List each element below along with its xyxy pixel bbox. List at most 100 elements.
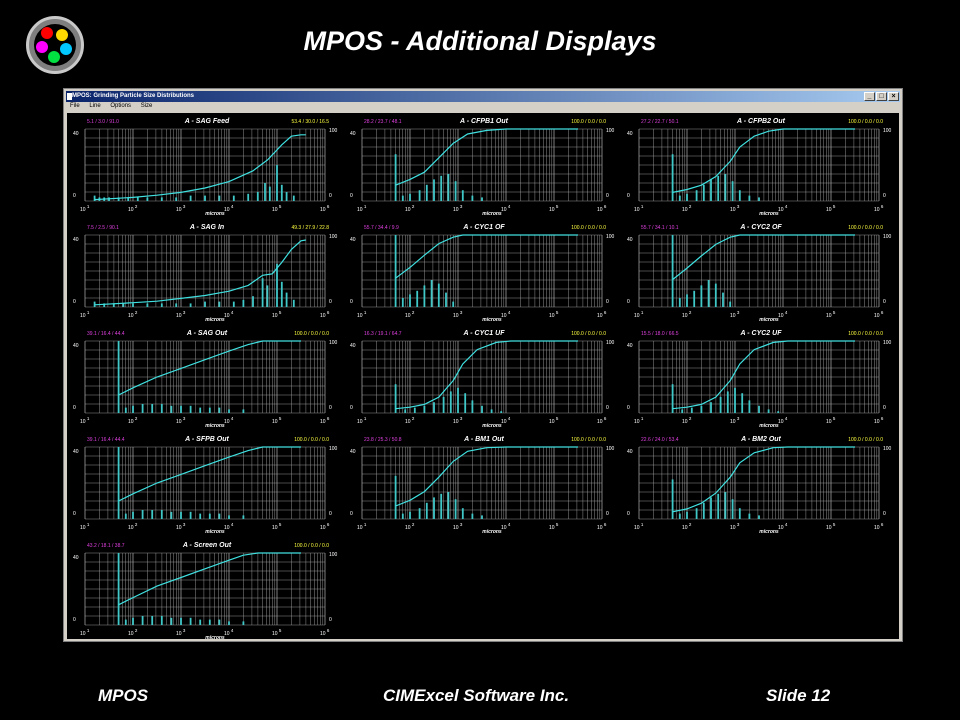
- x-tick-label: 10 2: [682, 204, 692, 213]
- cum-axis-min: 0: [883, 193, 886, 199]
- cum-axis-max: 100: [883, 446, 892, 452]
- size-bar: [141, 510, 144, 519]
- size-bar: [690, 407, 693, 413]
- size-bar: [416, 290, 419, 307]
- size-bar: [276, 263, 278, 307]
- size-bar: [681, 409, 684, 413]
- menu-options[interactable]: Options: [110, 103, 132, 109]
- x-axis-label: microns: [205, 211, 225, 217]
- size-bar: [409, 511, 411, 519]
- chart-panel: 55.7 / 34.4 / 9.9 A - CYC1 OF 100.0 / 0.0 …: [350, 224, 615, 323]
- cumulative-curve: [94, 239, 306, 306]
- size-bar: [741, 393, 744, 413]
- maximize-button[interactable]: □: [876, 92, 887, 101]
- cum-axis-min: 0: [606, 405, 609, 411]
- window-titlebar[interactable]: MPOS: Grinding Particle Size Distributio…: [66, 91, 900, 102]
- menu-file[interactable]: File: [70, 103, 80, 109]
- size-bar: [748, 513, 751, 519]
- x-tick-label: 10 5: [272, 416, 282, 425]
- size-bar: [409, 193, 411, 201]
- x-tick-label: 10 6: [874, 522, 884, 531]
- size-bar: [717, 175, 720, 201]
- size-bar: [452, 301, 455, 307]
- size-bar: [423, 405, 426, 413]
- size-bar: [394, 475, 397, 519]
- bar-axis-max: 40: [73, 131, 79, 137]
- size-bar: [695, 190, 698, 201]
- footer-left: MPOS: [98, 686, 149, 705]
- x-tick-label: 10 2: [405, 204, 415, 213]
- size-bar: [425, 184, 428, 201]
- x-tick-label: 10 6: [320, 628, 330, 637]
- minimize-button[interactable]: _: [864, 92, 875, 101]
- size-bar: [242, 409, 245, 413]
- size-bar: [702, 184, 705, 201]
- x-tick-label: 10 3: [453, 204, 463, 213]
- size-bar: [160, 303, 163, 307]
- cum-axis-min: 0: [883, 511, 886, 517]
- stats-left: 55.7 / 34.4 / 9.9: [364, 225, 399, 231]
- x-tick-label: 10 2: [128, 628, 138, 637]
- footer-center: CIMExcel Software Inc.: [383, 686, 570, 705]
- size-bar: [686, 511, 688, 519]
- cum-axis-max: 100: [606, 128, 615, 134]
- bar-axis-min: 0: [73, 405, 76, 411]
- bar-axis-max: 40: [627, 237, 633, 243]
- cumulative-curve: [395, 128, 578, 186]
- stats-right: 100.0 / 0.0 / 0.0: [571, 331, 606, 337]
- size-bar: [124, 407, 127, 413]
- size-bar: [710, 179, 712, 201]
- bar-axis-min: 0: [627, 511, 630, 517]
- x-tick-label: 10 1: [357, 416, 367, 425]
- size-bar: [731, 181, 734, 201]
- x-tick-label: 10 6: [320, 310, 330, 319]
- size-bar: [204, 301, 206, 307]
- x-tick-label: 10 4: [224, 522, 234, 531]
- chart-title: A - BM1 Out: [463, 436, 504, 443]
- size-bar: [170, 511, 173, 519]
- size-bar: [228, 409, 230, 413]
- x-tick-label: 10 4: [224, 416, 234, 425]
- size-bar: [471, 513, 474, 519]
- chart-panel: 23.8 / 25.3 / 50.8 A - BM1 Out 100.0 / 0.0…: [350, 436, 615, 535]
- bar-axis-max: 40: [350, 449, 356, 455]
- size-bar: [208, 513, 211, 519]
- bar-axis-max: 40: [350, 343, 356, 349]
- x-tick-label: 10 2: [682, 310, 692, 319]
- x-axis-label: microns: [205, 635, 225, 639]
- x-tick-label: 10 1: [634, 310, 644, 319]
- x-tick-label: 10 4: [501, 204, 511, 213]
- x-tick-label: 10 3: [730, 416, 740, 425]
- size-bar: [433, 179, 435, 201]
- bar-axis-min: 0: [73, 511, 76, 517]
- x-tick-label: 10 4: [778, 522, 788, 531]
- stats-left: 15.5 / 18.0 / 66.5: [641, 331, 679, 337]
- x-tick-label: 10 1: [634, 416, 644, 425]
- x-tick-label: 10 1: [80, 628, 90, 637]
- bar-axis-min: 0: [627, 299, 630, 305]
- menu-size[interactable]: Size: [140, 103, 153, 109]
- chart-panel: 7.5 / 2.5 / 90.1 A - SAG In 49.3 / 27.9 / …: [73, 224, 338, 323]
- size-bar: [500, 411, 503, 413]
- menu-line[interactable]: Line: [89, 103, 101, 109]
- x-tick-label: 10 1: [80, 416, 90, 425]
- stats-left: 55.7 / 34.1 / 10.1: [641, 225, 679, 231]
- chart-panel: 28.2 / 23.7 / 48.1 A - CFPB1 Out 100.0 / 0…: [350, 118, 615, 217]
- size-bar: [738, 508, 741, 519]
- chart-panel: 39.1 / 16.4 / 44.4 A - SFPB Out 100.0 / 0.…: [73, 436, 338, 535]
- chart-panel: 15.5 / 18.0 / 66.5 A - CYC2 UF 100.0 / 0.0…: [627, 330, 892, 429]
- size-bar: [481, 515, 483, 519]
- size-bar: [394, 154, 397, 201]
- size-bar: [132, 405, 134, 413]
- logo-inner: [34, 24, 76, 66]
- size-bar: [710, 402, 712, 413]
- cumulative-curve: [672, 234, 855, 281]
- x-tick-label: 10 6: [320, 204, 330, 213]
- size-bar: [738, 190, 741, 201]
- size-bar: [127, 197, 130, 201]
- x-tick-label: 10 3: [730, 310, 740, 319]
- x-tick-label: 10 5: [272, 522, 282, 531]
- bar-axis-min: 0: [350, 405, 353, 411]
- close-button[interactable]: ×: [888, 92, 899, 101]
- size-bar: [707, 280, 710, 307]
